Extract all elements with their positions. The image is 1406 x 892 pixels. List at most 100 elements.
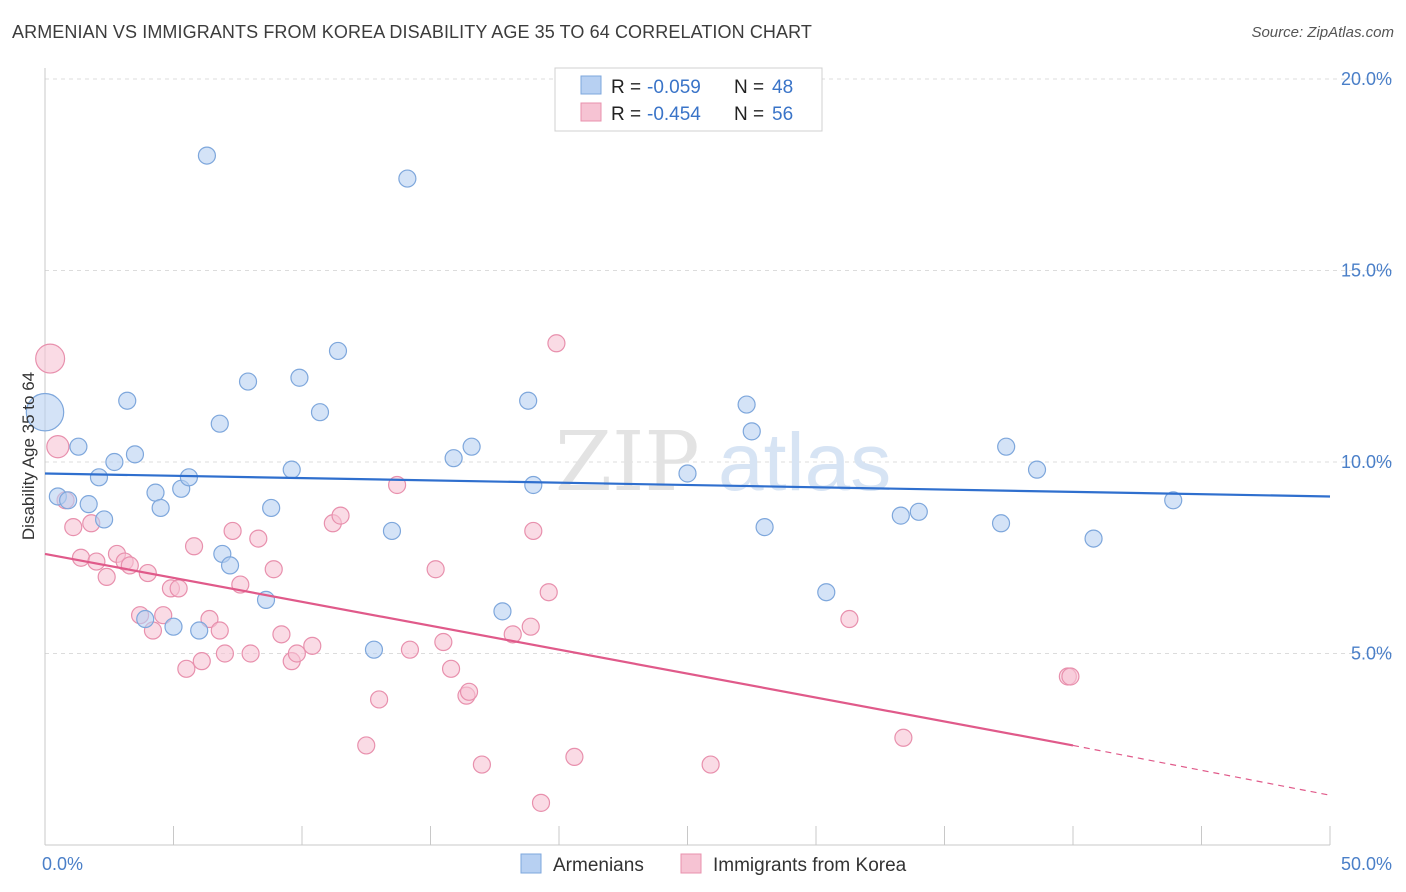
armenian-point-37 <box>737 395 756 414</box>
korea-point-46 <box>524 521 543 541</box>
armenian-point-38 <box>742 422 761 441</box>
armenian-point-31 <box>444 449 463 468</box>
y-tick-label-3: 20.0% <box>1341 69 1392 89</box>
korea-point-25 <box>241 644 260 663</box>
legend-r-label-2: R = <box>611 104 641 125</box>
armenian-point-10 <box>136 609 155 629</box>
x-tick-label-0: 0.0% <box>42 854 83 874</box>
armenian-point-43 <box>991 514 1011 533</box>
korea-point-45 <box>521 617 540 636</box>
legend-swatch-pink <box>580 102 602 122</box>
korea-point-28 <box>272 625 291 644</box>
armenian-point-18 <box>210 414 229 433</box>
armenian-point-36 <box>678 464 697 483</box>
legend-swatch-blue <box>580 75 602 95</box>
korea-point-39 <box>434 632 453 652</box>
armenian-point-16 <box>190 621 209 640</box>
korea-point-3 <box>64 518 83 537</box>
legend-r-value-1: -0.059 <box>647 77 701 98</box>
armenian-point-34 <box>519 391 538 410</box>
armenian-point-17 <box>197 146 217 165</box>
legend-r-label-1: R = <box>611 77 641 98</box>
armenian-point-7 <box>105 452 124 472</box>
legend-n-label-1: N = <box>734 77 764 98</box>
korea-point-22 <box>215 644 234 663</box>
axes <box>44 68 1331 846</box>
armenian-point-15 <box>179 468 199 487</box>
armenian-point-26 <box>310 403 330 422</box>
korea-point-34 <box>357 736 376 755</box>
armenian-point-13 <box>164 617 183 636</box>
armenian-point-35 <box>524 475 543 495</box>
korea-point-51 <box>701 755 720 774</box>
korea-point-53 <box>894 728 913 747</box>
armenian-point-39 <box>755 518 774 537</box>
korea-point-49 <box>547 334 566 353</box>
bottom-legend-korea: Immigrants from Korea <box>713 855 907 876</box>
armenian-point-28 <box>364 640 384 659</box>
legend-r-value-2: -0.454 <box>647 104 701 125</box>
chart-title: ARMENIAN VS IMMIGRANTS FROM KOREA DISABI… <box>12 22 813 42</box>
source-label: Source: ZipAtlas.com <box>1251 24 1394 41</box>
y-tick-label-2: 15.0% <box>1341 261 1392 281</box>
armenian-point-25 <box>290 368 309 387</box>
armenian-point-46 <box>1084 529 1103 548</box>
armenian-point-2 <box>59 491 78 510</box>
armenian-point-42 <box>909 502 928 521</box>
tick-labels: 5.0% 10.0% 15.0% 20.0% 0.0% 50.0% <box>42 69 1392 874</box>
korea-trend-line <box>44 552 1074 747</box>
armenian-point-44 <box>997 437 1016 456</box>
armenian-point-6 <box>95 510 114 529</box>
legend-n-value-2: 56 <box>772 104 793 125</box>
legend-n-label-2: N = <box>734 104 764 125</box>
y-tick-label-0: 5.0% <box>1351 644 1392 664</box>
korea-point-48 <box>539 583 558 602</box>
korea-point-16 <box>169 579 188 598</box>
korea-point-44 <box>503 625 522 644</box>
grid-lines <box>45 78 1392 654</box>
armenian-trend-line <box>44 472 1331 498</box>
korea-point-26 <box>249 529 268 548</box>
armenian-point-0 <box>25 392 65 432</box>
korea-point-7 <box>97 567 116 587</box>
trend-lines <box>44 472 1331 796</box>
armenian-point-12 <box>151 498 170 518</box>
korea-point-0 <box>35 343 66 374</box>
korea-point-21 <box>210 621 229 640</box>
legend-box: R = -0.059 N = 48 R = -0.454 N = 56 <box>554 67 823 132</box>
korea-point-27 <box>264 560 283 579</box>
armenian-point-32 <box>462 437 481 456</box>
korea-point-37 <box>400 640 420 659</box>
y-tick-label-1: 10.0% <box>1341 452 1392 472</box>
armenian-points <box>25 146 1183 659</box>
armenian-point-8 <box>118 391 137 410</box>
armenian-point-11 <box>146 483 165 502</box>
korea-point-14 <box>154 606 173 625</box>
korea-points <box>35 334 1080 812</box>
armenian-point-30 <box>398 169 417 188</box>
korea-point-50 <box>565 747 584 767</box>
armenian-point-40 <box>817 583 836 602</box>
korea-point-42 <box>459 682 479 701</box>
korea-point-31 <box>303 636 322 655</box>
korea-point-19 <box>192 652 211 671</box>
x-tick-label-1: 50.0% <box>1341 854 1392 874</box>
bottom-legend-swatch-armenians <box>520 853 542 874</box>
armenian-point-21 <box>238 372 258 391</box>
korea-point-33 <box>331 506 350 525</box>
korea-point-1 <box>46 435 70 459</box>
korea-point-4 <box>71 548 91 567</box>
korea-point-55 <box>1061 667 1080 686</box>
legend-n-value-1: 48 <box>772 77 793 98</box>
korea-point-30 <box>287 644 306 663</box>
armenian-point-4 <box>79 495 98 514</box>
korea-trend-line-extension <box>1072 744 1331 796</box>
bottom-legend-swatch-korea <box>680 853 702 874</box>
korea-point-18 <box>184 537 204 556</box>
korea-point-20 <box>200 609 219 629</box>
korea-point-35 <box>370 690 389 709</box>
armenian-point-9 <box>125 445 145 464</box>
armenian-point-24 <box>282 460 301 479</box>
armenian-point-3 <box>69 437 88 456</box>
watermark-zip: ZIP <box>555 415 700 510</box>
